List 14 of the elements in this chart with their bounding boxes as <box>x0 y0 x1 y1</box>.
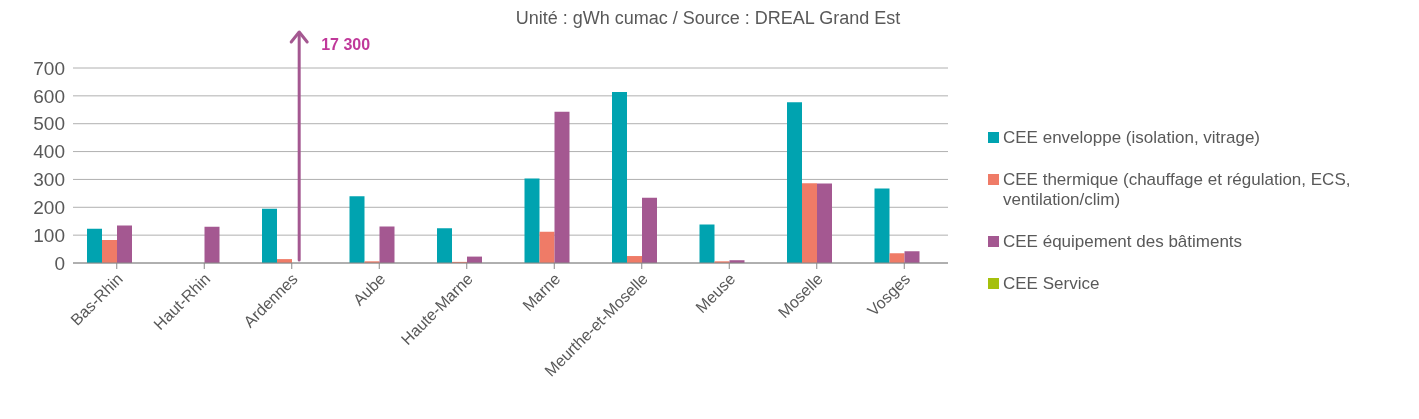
legend-label: CEE enveloppe (isolation, vitrage) <box>1003 127 1261 148</box>
y-tick-label: 0 <box>54 252 65 274</box>
y-tick-label: 700 <box>33 57 65 79</box>
chart-title: Unité : gWh cumac / Source : DREAL Grand Est <box>515 8 901 28</box>
y-tick-label: 100 <box>33 224 65 246</box>
legend-label: CEE thermique (chauffage et régulation, ECS, ventilation/clim) <box>1003 169 1352 210</box>
y-tick-label: 200 <box>33 197 65 219</box>
y-tick-label: 600 <box>33 85 65 107</box>
ref-line-label: 17 300 <box>321 36 371 53</box>
y-tick-label: 300 <box>33 169 65 191</box>
y-tick-label: 400 <box>33 141 65 163</box>
legend-label: CEE Service <box>1003 273 1100 294</box>
y-tick-label: 500 <box>33 113 65 135</box>
legend-label: CEE équipement des bâtiments <box>1003 231 1243 252</box>
